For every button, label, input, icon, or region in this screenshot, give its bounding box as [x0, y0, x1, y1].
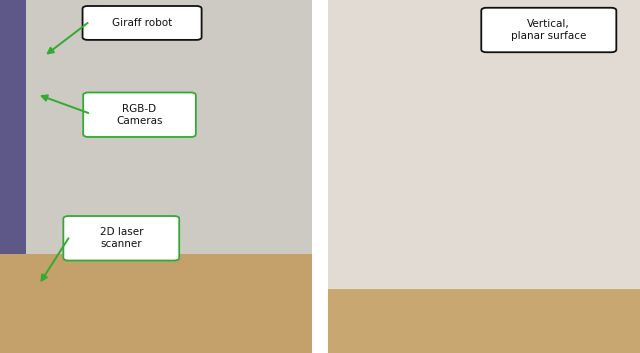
- FancyBboxPatch shape: [83, 6, 202, 40]
- Text: RGB-D
Cameras: RGB-D Cameras: [116, 103, 163, 126]
- Bar: [0, 254, 314, 353]
- Text: Vertical,
planar surface: Vertical, planar surface: [511, 19, 586, 41]
- Bar: [326, 289, 640, 353]
- Bar: [312, 0, 328, 353]
- Text: Giraff robot: Giraff robot: [112, 18, 172, 28]
- Bar: [0, 0, 314, 254]
- FancyBboxPatch shape: [63, 216, 179, 261]
- FancyBboxPatch shape: [481, 8, 616, 52]
- Bar: [0, 0, 26, 254]
- Bar: [326, 0, 640, 289]
- Text: 2D laser
scanner: 2D laser scanner: [100, 227, 143, 250]
- FancyBboxPatch shape: [83, 92, 196, 137]
